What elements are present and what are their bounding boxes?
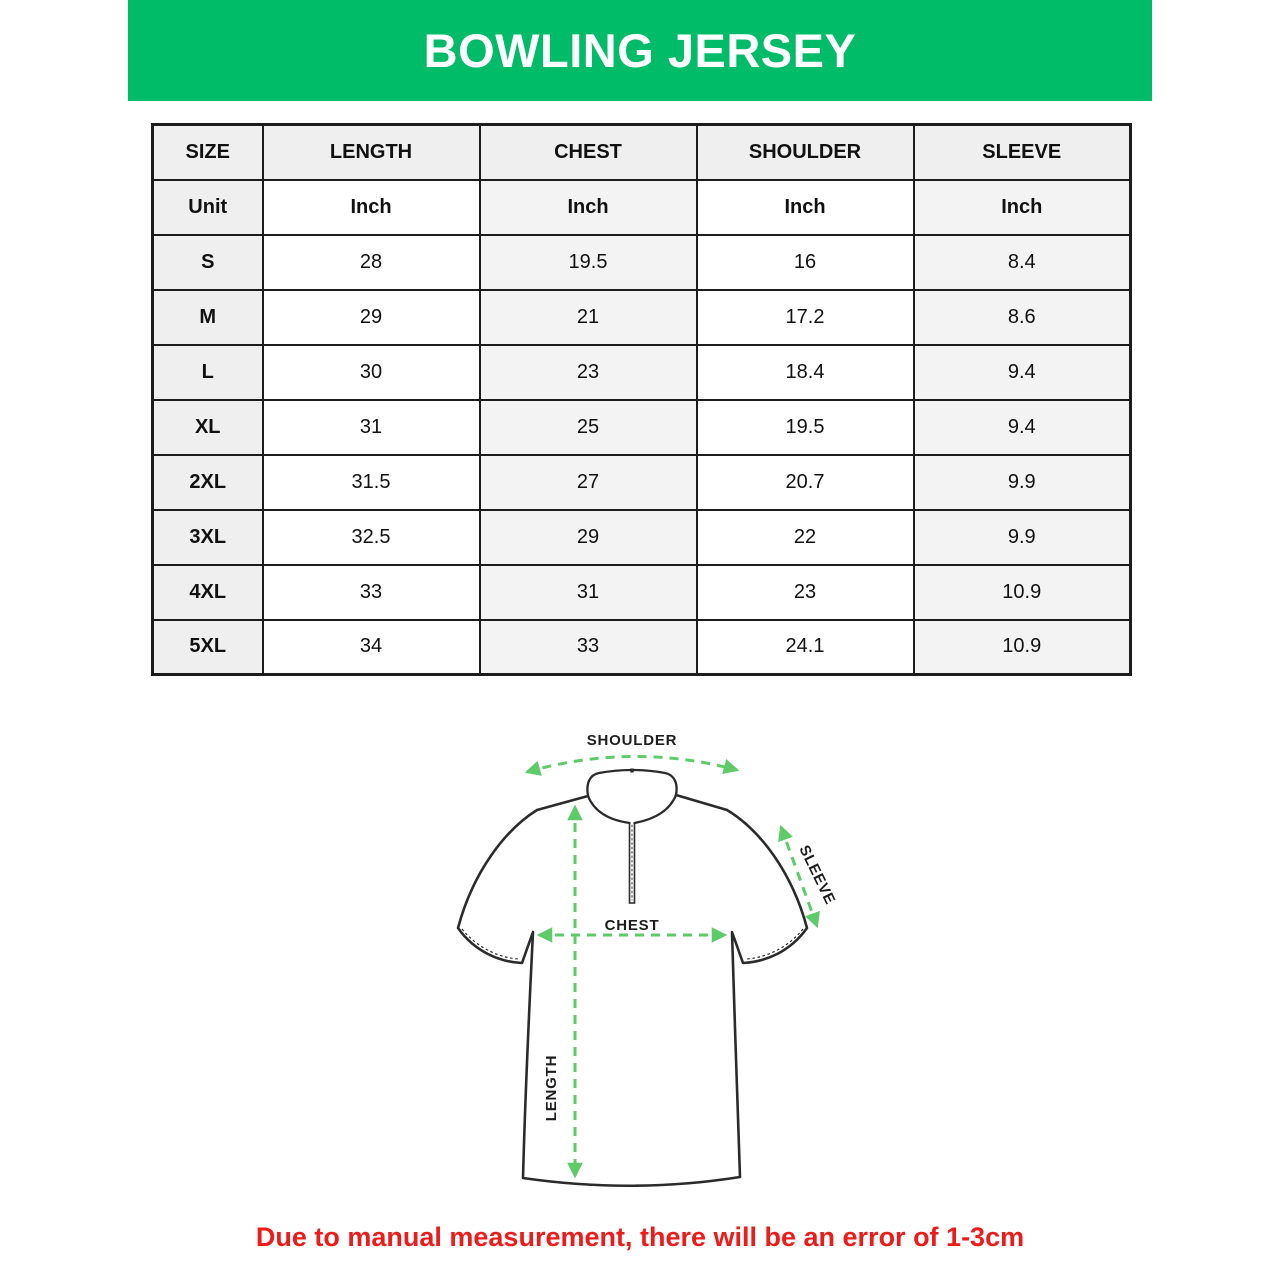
collar bbox=[586, 768, 678, 825]
shirt-outline bbox=[456, 793, 809, 1188]
column-header: SLEEVE bbox=[912, 123, 1132, 181]
unit-cell: Inch bbox=[912, 178, 1132, 236]
size-label-cell: 5XL bbox=[151, 618, 264, 676]
measurement-cell: 21 bbox=[478, 288, 698, 346]
measurement-cell: 31.5 bbox=[261, 453, 481, 511]
size-label-cell: L bbox=[151, 343, 264, 401]
column-header: SIZE bbox=[151, 123, 264, 181]
unit-cell: Inch bbox=[478, 178, 698, 236]
shoulder-label: SHOULDER bbox=[587, 732, 678, 749]
measurement-cell: 19.5 bbox=[695, 398, 915, 456]
unit-label-cell: Unit bbox=[151, 178, 264, 236]
measurement-cell: 8.6 bbox=[912, 288, 1132, 346]
measurement-cell: 31 bbox=[261, 398, 481, 456]
measurement-cell: 19.5 bbox=[478, 233, 698, 291]
collar-top-notch bbox=[630, 768, 634, 773]
chest-label: CHEST bbox=[605, 917, 660, 934]
column-header: LENGTH bbox=[261, 123, 481, 181]
measurement-cell: 20.7 bbox=[695, 453, 915, 511]
sleeve-label: SLEEVE bbox=[795, 843, 838, 908]
table-header-row: SIZE LENGTH CHEST SHOULDER SLEEVE bbox=[151, 123, 1132, 181]
measurement-cell: 10.9 bbox=[912, 563, 1132, 621]
measurement-cell: 9.9 bbox=[912, 508, 1132, 566]
size-row: 3XL 32.5 29 22 9.9 bbox=[151, 508, 1132, 566]
measurement-disclaimer: Due to manual measurement, there will be… bbox=[255, 1222, 1025, 1252]
size-row: S 28 19.5 16 8.4 bbox=[151, 233, 1132, 291]
measurement-cell: 23 bbox=[478, 343, 698, 401]
size-label-cell: 4XL bbox=[151, 563, 264, 621]
measurement-cell: 23 bbox=[695, 563, 915, 621]
measurement-cell: 34 bbox=[261, 618, 481, 676]
size-label-cell: 2XL bbox=[151, 453, 264, 511]
title-banner: BOWLING JERSEY bbox=[128, 0, 1152, 101]
unit-cell: Inch bbox=[695, 178, 915, 236]
measurement-cell: 29 bbox=[261, 288, 481, 346]
measurement-cell: 10.9 bbox=[912, 618, 1132, 676]
measurement-cell: 24.1 bbox=[695, 618, 915, 676]
measurement-cell: 9.4 bbox=[912, 398, 1132, 456]
size-label-cell: S bbox=[151, 233, 264, 291]
measurement-cell: 28 bbox=[261, 233, 481, 291]
column-header: SHOULDER bbox=[695, 123, 915, 181]
size-label-cell: 3XL bbox=[151, 508, 264, 566]
measurement-cell: 29 bbox=[478, 508, 698, 566]
measurement-cell: 27 bbox=[478, 453, 698, 511]
size-row: L 30 23 18.4 9.4 bbox=[151, 343, 1132, 401]
size-row: 2XL 31.5 27 20.7 9.9 bbox=[151, 453, 1132, 511]
measurement-cell: 25 bbox=[478, 398, 698, 456]
size-label-cell: XL bbox=[151, 398, 264, 456]
measurement-cell: 16 bbox=[695, 233, 915, 291]
measurement-cell: 32.5 bbox=[261, 508, 481, 566]
measurement-cell: 22 bbox=[695, 508, 915, 566]
measurement-cell: 30 bbox=[261, 343, 481, 401]
size-table-container: SIZE LENGTH CHEST SHOULDER SLEEVE Unit Inch In… bbox=[151, 123, 1132, 676]
size-row: XL 31 25 19.5 9.4 bbox=[151, 398, 1132, 456]
size-label-cell: M bbox=[151, 288, 264, 346]
measurement-cell: 33 bbox=[478, 618, 698, 676]
column-header: CHEST bbox=[478, 123, 698, 181]
measurement-cell: 31 bbox=[478, 563, 698, 621]
measurement-cell: 8.4 bbox=[912, 233, 1132, 291]
size-row: 5XL 34 33 24.1 10.9 bbox=[151, 618, 1132, 676]
size-table: SIZE LENGTH CHEST SHOULDER SLEEVE Unit Inch In… bbox=[151, 123, 1132, 676]
measurement-cell: 33 bbox=[261, 563, 481, 621]
size-row: 4XL 33 31 23 10.9 bbox=[151, 563, 1132, 621]
size-row: M 29 21 17.2 8.6 bbox=[151, 288, 1132, 346]
page-title: BOWLING JERSEY bbox=[423, 24, 857, 77]
measurement-arrows bbox=[524, 754, 820, 1179]
unit-cell: Inch bbox=[261, 178, 481, 236]
shirt-diagram-svg: SHOULDER CHEST SLEEVE LENGTH bbox=[456, 732, 839, 1188]
length-label: LENGTH bbox=[543, 1055, 560, 1121]
unit-row: Unit Inch Inch Inch Inch bbox=[151, 178, 1132, 236]
measurement-cell: 9.9 bbox=[912, 453, 1132, 511]
shirt-measurement-diagram: SHOULDER CHEST SLEEVE LENGTH bbox=[415, 712, 855, 1207]
measurement-cell: 18.4 bbox=[695, 343, 915, 401]
measurement-cell: 9.4 bbox=[912, 343, 1132, 401]
sleeve-arrow bbox=[778, 824, 820, 929]
zipper bbox=[628, 822, 636, 904]
measurement-cell: 17.2 bbox=[695, 288, 915, 346]
cuff-stitch-lines bbox=[461, 928, 804, 960]
